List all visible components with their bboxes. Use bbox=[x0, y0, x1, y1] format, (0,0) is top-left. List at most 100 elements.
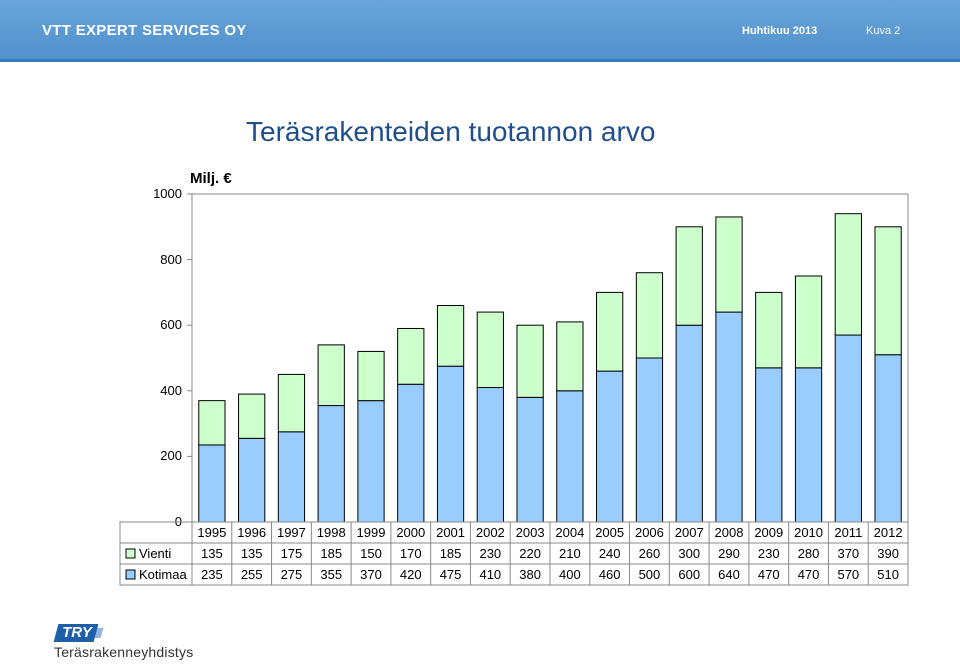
data-label: 150 bbox=[360, 546, 382, 561]
bar-kotimaa bbox=[238, 437, 266, 523]
data-label: 255 bbox=[241, 567, 263, 582]
bar-kotimaa bbox=[357, 400, 385, 523]
y-tick-label: 800 bbox=[160, 251, 182, 267]
data-label: 460 bbox=[599, 567, 621, 582]
data-label: 230 bbox=[758, 546, 780, 561]
data-label: 185 bbox=[440, 546, 462, 561]
data-label: 185 bbox=[320, 546, 342, 561]
bar-kotimaa bbox=[397, 383, 425, 523]
bar-kotimaa bbox=[516, 396, 544, 523]
bar-vienti bbox=[834, 213, 862, 336]
bar-kotimaa bbox=[556, 390, 584, 523]
data-label: 300 bbox=[678, 546, 700, 561]
data-label: 135 bbox=[201, 546, 223, 561]
data-label: 175 bbox=[281, 546, 303, 561]
x-tick-label: 2001 bbox=[436, 525, 465, 540]
x-tick-label: 2005 bbox=[595, 525, 624, 540]
data-label: 475 bbox=[440, 567, 462, 582]
x-tick-label: 2011 bbox=[834, 525, 862, 540]
logo-mark: TRY bbox=[53, 624, 99, 642]
data-label: 240 bbox=[599, 546, 621, 561]
data-label: 420 bbox=[400, 567, 422, 582]
x-tick-label: 1995 bbox=[197, 525, 226, 540]
bar-vienti bbox=[277, 373, 306, 433]
x-tick-label: 2003 bbox=[516, 525, 545, 540]
data-label: 380 bbox=[519, 567, 541, 582]
data-label: 290 bbox=[718, 546, 740, 561]
data-label: 275 bbox=[281, 567, 303, 582]
x-tick-label: 2000 bbox=[396, 525, 425, 540]
data-label: 500 bbox=[639, 567, 661, 582]
x-tick-label: 1997 bbox=[277, 525, 306, 540]
bar-vienti bbox=[476, 311, 504, 389]
data-label: 235 bbox=[201, 567, 223, 582]
bar-vienti bbox=[556, 321, 584, 392]
header-date: Huhtikuu 2013 bbox=[742, 25, 818, 37]
bar-kotimaa bbox=[794, 367, 823, 523]
bar-vienti bbox=[198, 400, 226, 446]
data-label: 370 bbox=[837, 546, 859, 561]
x-tick-label: 2010 bbox=[794, 525, 823, 540]
logo-mark-text: TRY bbox=[62, 624, 92, 641]
x-tick-label: 1999 bbox=[357, 525, 386, 540]
data-label: 410 bbox=[479, 567, 501, 582]
data-label: 400 bbox=[559, 567, 581, 582]
bar-vienti bbox=[874, 226, 902, 356]
header-bar: VTT EXPERT SERVICES OY Huhtikuu 2013 Kuv… bbox=[0, 0, 960, 62]
x-tick-label: 2004 bbox=[555, 525, 584, 540]
bar-kotimaa bbox=[476, 387, 504, 523]
data-label: 570 bbox=[837, 567, 859, 582]
legend-entry: Vienti bbox=[139, 546, 171, 561]
company-name: VTT EXPERT SERVICES OY bbox=[42, 22, 247, 39]
slide-number: Kuva 2 bbox=[866, 25, 901, 37]
bar-vienti bbox=[357, 350, 385, 402]
data-label: 600 bbox=[678, 567, 700, 582]
y-axis-unit: Milj. € bbox=[190, 170, 232, 187]
data-label: 355 bbox=[320, 567, 342, 582]
data-label: 510 bbox=[877, 567, 899, 582]
x-tick-label: 2008 bbox=[715, 525, 744, 540]
data-label: 470 bbox=[758, 567, 780, 582]
y-tick-label: 1000 bbox=[153, 186, 182, 201]
data-label: 220 bbox=[519, 546, 541, 561]
x-tick-label: 2006 bbox=[635, 525, 664, 540]
bar-kotimaa bbox=[755, 367, 783, 523]
bar-kotimaa bbox=[596, 370, 624, 523]
data-label: 230 bbox=[479, 546, 501, 561]
data-label: 470 bbox=[798, 567, 820, 582]
bar-vienti bbox=[317, 344, 345, 407]
bar-kotimaa bbox=[198, 444, 226, 523]
x-tick-label: 2009 bbox=[754, 525, 783, 540]
bar-kotimaa bbox=[436, 365, 465, 523]
header-stripe bbox=[0, 59, 960, 62]
x-tick-label: 1996 bbox=[237, 525, 266, 540]
x-tick-label: 2012 bbox=[874, 525, 903, 540]
bar-kotimaa bbox=[277, 431, 306, 523]
bar-vienti bbox=[755, 291, 783, 369]
bar-kotimaa bbox=[715, 311, 743, 523]
legend-swatch bbox=[125, 548, 136, 559]
bar-vienti bbox=[516, 324, 544, 398]
data-label: 640 bbox=[718, 567, 740, 582]
y-tick-label: 400 bbox=[160, 382, 182, 398]
chart-title: Teräsrakenteiden tuotannon arvo bbox=[246, 116, 656, 147]
data-label: 370 bbox=[360, 567, 382, 582]
data-label: 280 bbox=[798, 546, 820, 561]
bar-kotimaa bbox=[874, 354, 902, 523]
bar-kotimaa bbox=[675, 324, 703, 523]
data-label: 135 bbox=[241, 546, 263, 561]
bar-vienti bbox=[596, 291, 624, 372]
data-label: 170 bbox=[400, 546, 422, 561]
y-tick-label: 600 bbox=[160, 317, 182, 333]
bar-vienti bbox=[675, 226, 703, 326]
x-tick-label: 1998 bbox=[317, 525, 346, 540]
bar-vienti bbox=[397, 327, 425, 385]
bar-vienti bbox=[436, 305, 465, 367]
bar-kotimaa bbox=[635, 357, 664, 523]
data-label: 210 bbox=[559, 546, 581, 561]
x-tick-label: 2002 bbox=[476, 525, 505, 540]
legend-swatch bbox=[125, 569, 136, 580]
bar-vienti bbox=[715, 216, 743, 313]
bar-vienti bbox=[794, 275, 823, 369]
